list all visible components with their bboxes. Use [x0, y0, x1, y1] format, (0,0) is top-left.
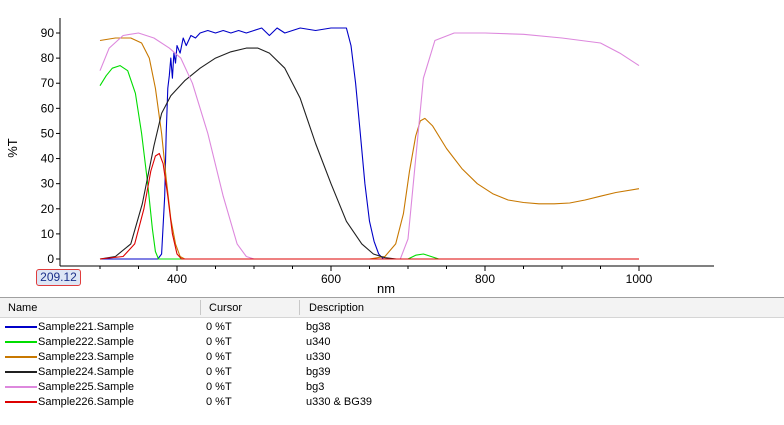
series-color-swatch: [5, 386, 37, 388]
header-name[interactable]: Name: [8, 302, 38, 314]
series-line-5: [99, 32, 640, 260]
series-name: Sample221.Sample: [38, 321, 135, 333]
x-tick-label: 400: [167, 272, 187, 286]
header-description[interactable]: Description: [309, 302, 365, 314]
series-line-2: [99, 65, 639, 260]
legend-row[interactable]: Sample222.Sample 0 %T u340: [0, 335, 784, 350]
y-tick-label: 60: [41, 101, 55, 115]
legend-header: Name Cursor Description: [0, 298, 784, 318]
header-cursor[interactable]: Cursor: [209, 302, 243, 314]
series-name: Sample224.Sample: [38, 366, 135, 378]
series-line-1: [100, 27, 639, 260]
legend-row[interactable]: Sample224.Sample 0 %T bg39: [0, 365, 784, 380]
series-description: bg39: [306, 366, 331, 378]
series-color-swatch: [5, 371, 37, 373]
series-line-6: [99, 152, 639, 260]
series-description: bg38: [306, 321, 331, 333]
series-color-swatch: [5, 401, 37, 403]
series-color-swatch: [5, 326, 37, 328]
x-tick-label: 800: [475, 272, 495, 286]
x-axis-title: nm: [377, 281, 395, 296]
series-line-3: [99, 37, 640, 260]
series-description: bg3: [306, 381, 325, 393]
series-line-4: [99, 47, 639, 260]
series-cursor-value: 0 %T: [206, 396, 232, 408]
y-tick-label: 20: [41, 202, 55, 216]
series-description: u330 & BG39: [306, 396, 373, 408]
series-color-swatch: [5, 341, 37, 343]
header-separator[interactable]: [299, 300, 300, 315]
series-name: Sample226.Sample: [38, 396, 135, 408]
y-tick-label: 40: [41, 152, 55, 166]
header-separator[interactable]: [200, 300, 201, 315]
y-tick-label: 0: [47, 252, 54, 266]
y-tick-label: 30: [41, 177, 55, 191]
y-axis-title: %T: [5, 138, 20, 158]
series-name: Sample223.Sample: [38, 351, 135, 363]
series-cursor-value: 0 %T: [206, 381, 232, 393]
series-legend-table: Name Cursor Description Sample221.Sample…: [0, 297, 784, 425]
y-tick-label: 50: [41, 126, 55, 140]
y-tick-label: 10: [41, 227, 55, 241]
series-cursor-value: 0 %T: [206, 366, 232, 378]
series-description: u330: [306, 351, 331, 363]
chart-svg: 0 10 20 30 40 50 60 70 80 90 400 600 800 1000 nm %T: [5, 18, 714, 296]
series-cursor-value: 0 %T: [206, 351, 232, 363]
series-name: Sample225.Sample: [38, 381, 135, 393]
y-tick-label: 90: [41, 26, 55, 40]
series-description: u340: [306, 336, 331, 348]
series-name: Sample222.Sample: [38, 336, 135, 348]
legend-row[interactable]: Sample225.Sample 0 %T bg3: [0, 380, 784, 395]
series-color-swatch: [5, 356, 37, 358]
legend-row[interactable]: Sample226.Sample 0 %T u330 & BG39: [0, 395, 784, 410]
y-tick-label: 70: [41, 76, 55, 90]
x-tick-label: 1000: [626, 272, 653, 286]
spectrum-chart[interactable]: 0 10 20 30 40 50 60 70 80 90 400 600 800 1000 nm %T: [0, 0, 784, 296]
cursor-readout[interactable]: 209.12: [36, 269, 81, 286]
legend-row[interactable]: Sample221.Sample 0 %T bg38: [0, 320, 784, 335]
legend-row[interactable]: Sample223.Sample 0 %T u330: [0, 350, 784, 365]
series-cursor-value: 0 %T: [206, 321, 232, 333]
y-tick-label: 80: [41, 51, 55, 65]
series-cursor-value: 0 %T: [206, 336, 232, 348]
x-tick-label: 600: [321, 272, 341, 286]
